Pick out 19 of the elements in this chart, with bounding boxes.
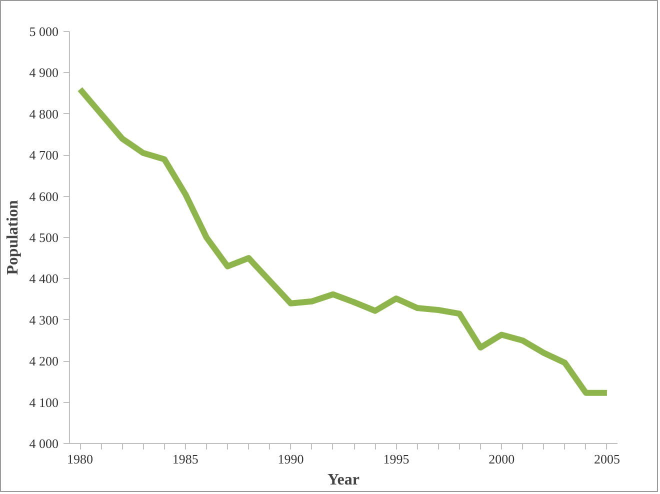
x-tick-label: 1980: [67, 452, 94, 466]
y-tick-label: 4 600: [29, 188, 58, 204]
x-tick-label: 1990: [278, 452, 304, 466]
y-tick-label: 4 500: [29, 230, 58, 245]
y-tick-label: 4 700: [29, 148, 58, 163]
y-tick-label: 4 300: [29, 312, 58, 328]
x-tick-label: 2005: [594, 452, 620, 466]
y-tick-label: 5 000: [29, 24, 58, 39]
x-axis-title: Year: [328, 472, 360, 488]
y-axis-title: Population: [4, 200, 22, 275]
y-tick-label: 4 000: [29, 436, 58, 451]
y-tick-label: 4 400: [29, 271, 58, 286]
x-tick-label: 1985: [172, 452, 198, 466]
y-tick-label: 4 200: [29, 354, 58, 369]
y-tick-label: 4 900: [29, 65, 58, 80]
y-tick-label: 4 100: [29, 394, 58, 410]
x-tick-label: 2000: [488, 452, 515, 466]
x-tick-label: 1995: [383, 452, 410, 466]
y-tick-label: 4 800: [29, 106, 58, 122]
